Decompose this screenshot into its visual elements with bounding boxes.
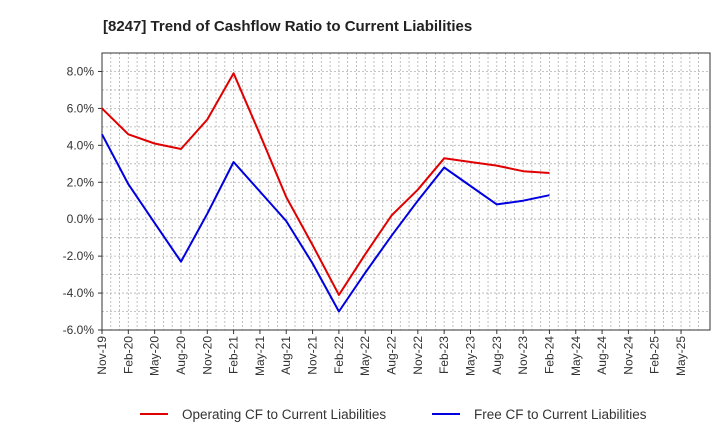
x-tick-label: Aug-23 [490, 336, 504, 375]
y-tick-label: -4.0% [63, 286, 95, 300]
x-tick-label: Nov-20 [200, 336, 214, 375]
x-tick-label: Nov-23 [516, 336, 530, 375]
x-tick-label: May-25 [674, 336, 688, 376]
x-tick-label: May-23 [463, 336, 477, 376]
x-tick-label: May-24 [569, 336, 583, 376]
x-tick-label: Feb-23 [437, 336, 451, 374]
series-line-free-cf [101, 133, 550, 313]
x-tick-label: Nov-21 [306, 336, 320, 375]
x-tick-label: Aug-20 [174, 336, 188, 375]
y-axis-ticks: 8.0% 6.0% 4.0% 2.0% 0.0% -2.0% -4.0% -6.0% [63, 64, 102, 337]
plot-frame [101, 52, 711, 331]
grid-lines [102, 53, 710, 330]
series-line-operating-cf [101, 72, 550, 296]
x-tick-label: Aug-24 [595, 336, 609, 375]
chart-title: [8247] Trend of Cashflow Ratio to Curren… [103, 18, 472, 35]
legend: Operating CF to Current Liabilities Free … [140, 407, 647, 422]
x-tick-label: Nov-19 [95, 336, 109, 375]
y-tick-label: 0.0% [67, 212, 95, 226]
y-tick-label: 2.0% [67, 175, 95, 189]
y-tick-label: -6.0% [63, 323, 95, 337]
x-tick-label: May-21 [253, 336, 267, 376]
x-tick-label: Feb-20 [121, 336, 135, 374]
x-tick-label: Nov-22 [411, 336, 425, 375]
y-tick-label: 6.0% [67, 101, 95, 115]
x-tick-label: Feb-24 [542, 336, 556, 374]
series-lines [101, 72, 550, 313]
x-tick-label: May-22 [358, 336, 372, 376]
x-tick-label: Aug-22 [385, 336, 399, 375]
x-tick-label: May-20 [148, 336, 162, 376]
x-axis-ticks: Nov-19 Feb-20 May-20 Aug-20 Nov-20 Feb-21 May-… [95, 330, 688, 376]
x-tick-label: Nov-24 [621, 336, 635, 375]
x-tick-label: Feb-25 [648, 336, 662, 374]
y-tick-label: 8.0% [67, 64, 95, 78]
x-tick-label: Feb-21 [227, 336, 241, 374]
x-tick-label: Aug-21 [279, 336, 293, 375]
y-tick-label: -2.0% [63, 249, 95, 263]
legend-label-free-cf: Free CF to Current Liabilities [474, 407, 647, 422]
legend-label-operating-cf: Operating CF to Current Liabilities [182, 407, 386, 422]
x-tick-label: Feb-22 [332, 336, 346, 374]
y-tick-label: 4.0% [67, 138, 95, 152]
